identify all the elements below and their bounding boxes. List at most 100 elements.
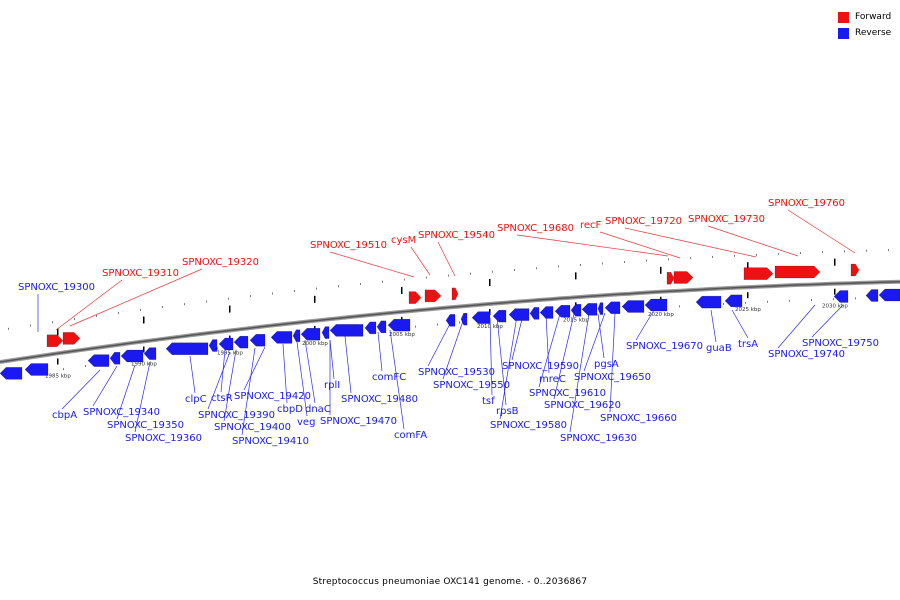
- gene-arrow-reverse: [165, 342, 209, 356]
- gene-arrow-reverse: [321, 326, 330, 339]
- tick-dot-lower: [679, 305, 680, 308]
- reverse-swatch: [838, 27, 849, 39]
- leader-line: [344, 335, 352, 394]
- leader-line: [329, 251, 415, 278]
- gene-label-spnoxc-19720: SPNOXC_19720: [605, 216, 682, 227]
- gene-arrow-reverse: [329, 324, 364, 337]
- gene-arrow-reverse: [233, 335, 249, 349]
- tick-dot-upper: [492, 270, 493, 273]
- gene-arrow-reverse: [581, 303, 598, 316]
- genome-backbone: [0, 279, 900, 364]
- tick-dot-upper: [756, 253, 757, 256]
- tick-dot-upper: [514, 268, 515, 271]
- leader-line: [489, 317, 493, 396]
- leader-line: [241, 347, 256, 436]
- gene-arrow-reverse: [471, 311, 491, 324]
- tick-dot-upper: [426, 276, 427, 279]
- leader-line: [69, 268, 203, 327]
- gene-arrow-forward: [424, 289, 442, 303]
- gene-arrow-forward: [451, 287, 459, 301]
- leader-line: [583, 312, 606, 372]
- gene-arrow-reverse: [460, 312, 468, 326]
- gene-label-spnoxc-19620: SPNOXC_19620: [544, 400, 621, 411]
- leader-line: [189, 355, 196, 394]
- leader-line: [329, 339, 335, 380]
- tick-dot-upper: [52, 321, 53, 324]
- tick-dot-upper: [404, 278, 405, 281]
- tick-dot-upper: [866, 249, 867, 252]
- gene-label-pgsa: pgsA: [594, 359, 619, 370]
- gene-label-rpli: rplI: [324, 380, 340, 391]
- scale-tick-label: 1985 kbp: [45, 373, 71, 379]
- gene-arrow-reverse: [109, 352, 121, 365]
- leader-line: [516, 234, 669, 257]
- gene-arrow-reverse: [621, 300, 645, 313]
- tick-dot-upper: [338, 285, 339, 288]
- gene-label-rpsb: rpsB: [496, 406, 519, 417]
- gene-arrow-reverse: [570, 304, 582, 317]
- tick-dot-upper: [712, 255, 713, 258]
- legend-reverse: Reverse: [838, 25, 891, 41]
- gene-label-spnoxc-19470: SPNOXC_19470: [320, 416, 397, 427]
- gene-arrow-reverse: [539, 306, 554, 319]
- legend: Forward Reverse: [838, 9, 891, 41]
- leader-line: [207, 351, 231, 410]
- leader-line: [282, 343, 288, 404]
- tick-dot-lower: [855, 297, 856, 300]
- gene-label-spnoxc-19670: SPNOXC_19670: [626, 341, 703, 352]
- gene-arrow-reverse: [376, 320, 387, 334]
- tick-dot-upper: [294, 290, 295, 293]
- gene-label-cysm: cysM: [391, 235, 416, 246]
- tick-dot-lower: [437, 323, 438, 326]
- tick-dot-upper: [206, 300, 207, 303]
- gene-arrow-reverse: [300, 327, 321, 341]
- gene-label-comfa: comFA: [394, 430, 427, 441]
- gene-arrow-reverse: [87, 354, 110, 367]
- tick-dot-lower: [789, 299, 790, 302]
- gene-arrow-forward: [408, 291, 422, 304]
- tick-dot-upper: [250, 295, 251, 298]
- gene-label-spnoxc-19310: SPNOXC_19310: [102, 268, 179, 279]
- gene-label-spnoxc-19550: SPNOXC_19550: [433, 380, 510, 391]
- leader-line: [304, 339, 316, 404]
- figure-caption: Streptococcus pneumoniae OXC141 genome. …: [312, 577, 588, 587]
- leader-line: [707, 225, 799, 257]
- gene-label-spnoxc-19590: SPNOXC_19590: [502, 361, 579, 372]
- label-leader-lines: [37, 209, 856, 436]
- gene-label-comfc: comFC: [372, 372, 406, 383]
- tick-dot-lower: [745, 301, 746, 304]
- scale-tick-label: 2025 kbp: [735, 307, 761, 313]
- tick-dot-upper: [184, 303, 185, 306]
- leader-line: [599, 231, 681, 259]
- tick-dot-upper: [558, 265, 559, 268]
- backbone-line: [0, 281, 900, 363]
- gene-label-clpc: clpC: [185, 394, 207, 405]
- tick-dot-upper: [448, 274, 449, 277]
- leader-line: [499, 315, 518, 420]
- tick-dot-upper: [470, 272, 471, 275]
- gene-label-spnoxc-19730: SPNOXC_19730: [688, 214, 765, 225]
- tick-dot-upper: [844, 250, 845, 253]
- gene-arrow-reverse: [554, 305, 571, 318]
- tick-dot-upper: [888, 249, 889, 252]
- legend-forward: Forward: [838, 9, 891, 25]
- tick-dot-lower: [767, 300, 768, 303]
- leader-line: [134, 361, 151, 433]
- leader-line: [389, 329, 405, 430]
- tick-dot-lower: [833, 298, 834, 301]
- major-tick-upper: [575, 272, 577, 280]
- major-tick-upper: [747, 262, 749, 270]
- tick-dot-lower: [459, 321, 460, 324]
- gene-arrow-reverse: [364, 321, 377, 335]
- gene-label-spnoxc-19480: SPNOXC_19480: [341, 394, 418, 405]
- gene-arrow-forward: [666, 271, 675, 285]
- tick-dot-upper: [602, 262, 603, 265]
- leader-line: [731, 309, 749, 339]
- gene-label-tsf: tsf: [482, 396, 495, 407]
- tick-dot-upper: [162, 305, 163, 308]
- gene-arrow-reverse: [292, 329, 301, 343]
- leader-line: [243, 346, 266, 391]
- major-tick-lower: [747, 292, 749, 299]
